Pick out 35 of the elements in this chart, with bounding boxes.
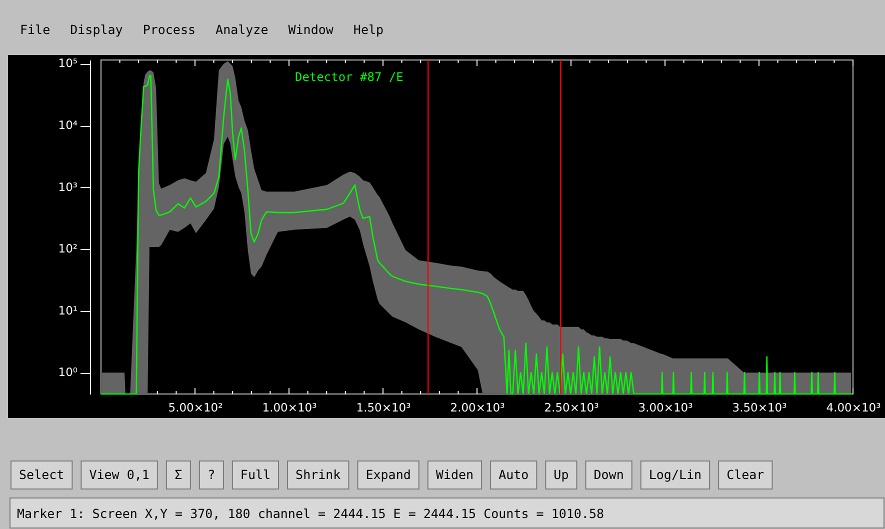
y-tick-label: 10⁴ — [58, 118, 78, 132]
x-tick-label: 5.00×10² — [168, 400, 223, 414]
text: Up — [554, 467, 569, 482]
y-tick-label: 10⁵ — [58, 56, 78, 70]
x-tick-label: 1.50×10³ — [356, 400, 412, 414]
text: View 0,1 — [89, 467, 150, 482]
text: Σ — [174, 467, 182, 482]
x-tick-label: 2.50×10³ — [544, 400, 600, 414]
text: File — [20, 22, 50, 37]
text: Down — [594, 467, 624, 482]
text: Widen — [436, 467, 474, 482]
text: Full — [240, 467, 271, 482]
text: Help — [353, 22, 384, 37]
text: Select — [19, 467, 64, 482]
text: Display — [70, 22, 124, 37]
text: Shrink — [296, 467, 342, 482]
text: Marker 1: Screen X,Y = 370, 180 channel = 2444.15 E = 2444.15 Counts = 1010.58 — [17, 506, 604, 521]
x-tick-label: 4.00×10³ — [826, 400, 882, 414]
y-tick-label: 10² — [58, 242, 78, 256]
text: Window — [288, 22, 334, 37]
x-tick-label: 3.50×10³ — [732, 400, 788, 414]
text: Expand — [366, 467, 411, 482]
y-tick-label: 10¹ — [58, 303, 78, 318]
text: Analyze — [216, 22, 268, 37]
x-tick-label: 1.00×10³ — [262, 400, 318, 414]
text: Log/Lin — [648, 467, 702, 482]
x-tick-label: 2.00×10³ — [450, 400, 506, 414]
text: Process — [142, 22, 196, 37]
text: Detector #87 /E — [294, 70, 404, 84]
text: Auto — [498, 467, 529, 482]
y-tick-label: 10³ — [58, 180, 78, 194]
x-tick-label: 3.00×10³ — [638, 400, 694, 414]
text: Clear — [726, 467, 765, 482]
y-tick-label: 10⁰ — [58, 365, 78, 380]
text: ? — [208, 467, 216, 482]
